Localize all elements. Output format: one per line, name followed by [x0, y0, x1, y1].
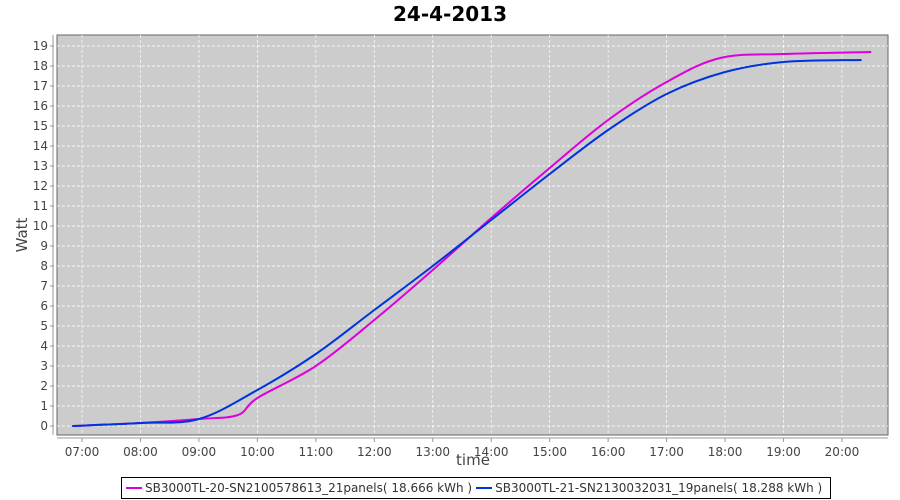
y-tick-label: 18	[33, 59, 48, 73]
x-tick-label: 19:00	[766, 445, 801, 459]
legend-label: SB3000TL-20-SN2100578613_21panels( 18.66…	[145, 481, 473, 495]
x-tick-label: 20:00	[825, 445, 860, 459]
y-tick-label: 15	[33, 119, 48, 133]
x-tick-label: 10:00	[240, 445, 275, 459]
y-tick-label: 7	[40, 279, 48, 293]
x-tick-label: 12:00	[357, 445, 392, 459]
x-tick-label: 11:00	[299, 445, 334, 459]
legend: SB3000TL-20-SN2100578613_21panels( 18.66…	[121, 477, 832, 499]
legend-item: SB3000TL-21-SN2130032031_19panels( 18.28…	[476, 481, 822, 495]
legend-label: SB3000TL-21-SN2130032031_19panels( 18.28…	[495, 481, 823, 495]
legend-item: SB3000TL-20-SN2100578613_21panels( 18.66…	[126, 481, 472, 495]
series-line-0	[72, 51, 872, 427]
y-tick-label: 14	[33, 139, 48, 153]
legend-swatch	[476, 487, 493, 489]
x-tick-label: 14:00	[474, 445, 509, 459]
x-tick-label: 13:00	[415, 445, 450, 459]
x-tick-label: 08:00	[123, 445, 158, 459]
chart-title: 24-4-2013	[393, 2, 507, 26]
y-axis-label: Watt	[13, 217, 31, 252]
x-axis-label: time	[456, 451, 490, 469]
y-tick-label: 5	[40, 319, 48, 333]
grid	[57, 35, 888, 435]
x-axis: 07:00 08:00 09:00 10:00 11:00 12:00 13:00 14:00…	[57, 437, 888, 459]
y-tick-label: 12	[33, 179, 48, 193]
x-tick-label: 09:00	[182, 445, 217, 459]
y-tick-label: 17	[33, 79, 48, 93]
y-tick-label: 13	[33, 159, 48, 173]
y-tick-label: 2	[40, 379, 48, 393]
y-tick-label: 1	[40, 399, 48, 413]
y-tick-label: 19	[33, 39, 48, 53]
y-tick-label: 0	[40, 419, 48, 433]
y-tick-label: 4	[40, 339, 48, 353]
series-lines	[72, 51, 872, 427]
y-tick-label: 16	[33, 99, 48, 113]
y-tick-label: 3	[40, 359, 48, 373]
legend-swatch	[126, 487, 142, 489]
x-tick-label: 18:00	[708, 445, 743, 459]
y-tick-label: 11	[33, 199, 48, 213]
y-tick-label: 9	[40, 239, 48, 253]
x-tick-label: 16:00	[591, 445, 626, 459]
y-tick-label: 6	[40, 299, 48, 313]
chart: 24-4-2013 012345678910111213141516171819…	[13, 2, 889, 469]
y-tick-label: 10	[33, 219, 48, 233]
x-tick-label: 07:00	[65, 445, 100, 459]
y-tick-label: 8	[40, 259, 48, 273]
x-tick-label: 15:00	[532, 445, 567, 459]
x-tick-label: 17:00	[649, 445, 684, 459]
series-line-1	[72, 59, 862, 427]
